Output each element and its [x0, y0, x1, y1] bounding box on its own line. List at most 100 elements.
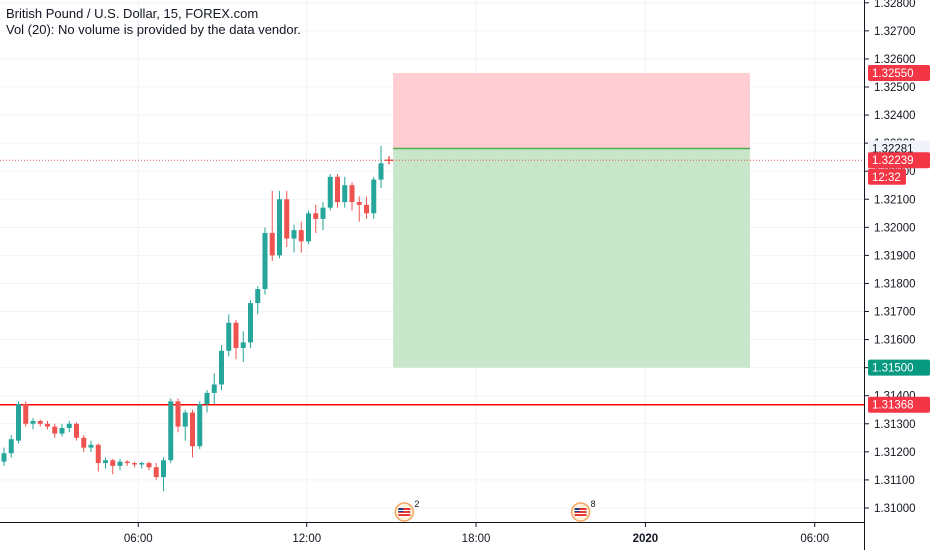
price-badge: 1.32550	[868, 64, 930, 81]
candle	[146, 461, 152, 471]
candle-body	[139, 463, 145, 465]
x-tick-label: 2020	[633, 533, 659, 545]
candle-body	[1, 453, 7, 462]
event-count: 2	[414, 499, 419, 509]
y-tick-label: 1.31100	[874, 475, 915, 487]
candle	[95, 443, 101, 472]
price-badge-label: 1.32550	[872, 68, 914, 80]
x-tick-label: 06:00	[800, 533, 829, 545]
candle-body	[23, 404, 29, 424]
y-tick-label: 1.32700	[874, 26, 916, 38]
candle-body	[364, 204, 369, 214]
candle	[161, 457, 166, 492]
candle-body	[110, 460, 116, 466]
event-count: 8	[591, 499, 596, 509]
candle-body	[182, 412, 188, 427]
candle-body	[248, 303, 253, 343]
candle	[30, 418, 36, 430]
candle	[349, 182, 355, 211]
candle-body	[190, 412, 195, 447]
candle	[306, 210, 311, 245]
candle	[371, 176, 377, 219]
y-tick-label: 1.32600	[874, 54, 916, 66]
candle	[342, 176, 348, 208]
candle-body	[161, 460, 166, 478]
candle	[291, 224, 297, 253]
price-badge-label: 1.32239	[872, 155, 914, 167]
candle	[182, 409, 188, 441]
candle-body	[132, 463, 137, 465]
candle	[1, 447, 7, 466]
price-badge: 12:32	[868, 168, 906, 185]
candle-body	[74, 423, 79, 438]
price-badge-bg	[868, 168, 906, 185]
candle	[233, 319, 239, 360]
candle	[168, 398, 174, 464]
y-tick-label: 1.31600	[874, 335, 916, 347]
candle	[59, 423, 65, 437]
candle-body	[262, 232, 268, 290]
candle	[313, 204, 319, 233]
candle	[117, 458, 123, 471]
candle-body	[298, 230, 304, 242]
candle	[197, 401, 203, 450]
candle	[23, 401, 29, 427]
candle-body	[66, 423, 72, 428]
candle-body	[313, 213, 319, 219]
y-tick-label: 1.32400	[874, 110, 916, 122]
symbol-title[interactable]: British Pound / U.S. Dollar, 15, FOREX.c…	[6, 6, 259, 21]
candle	[219, 345, 224, 391]
time-scale[interactable]: 06:00 12:00 18:00 2020 06:00	[124, 522, 829, 545]
take-profit-zone	[393, 148, 750, 368]
flag-stripes	[398, 508, 411, 516]
price-badge-bg	[868, 64, 930, 81]
candle-body	[320, 207, 326, 219]
candle-body	[146, 463, 152, 468]
candle-body	[197, 404, 203, 447]
y-tick-label: 1.31300	[874, 419, 916, 431]
price-badge: 1.31500	[868, 359, 930, 376]
y-tick-label: 1.32000	[874, 222, 916, 234]
position-tool[interactable]	[393, 72, 750, 368]
candle-body	[168, 401, 174, 461]
candle	[335, 174, 340, 208]
candle-body	[371, 179, 377, 214]
candle	[211, 373, 217, 405]
price-badge: 1.31368	[868, 396, 930, 413]
y-tick-label: 1.31900	[874, 250, 916, 262]
candle	[248, 300, 253, 348]
candle	[298, 221, 304, 253]
candle-body	[30, 420, 36, 424]
price-badge-bg	[868, 359, 930, 376]
candle	[88, 440, 94, 452]
price-badge-bg	[868, 152, 930, 169]
chart-axes	[0, 0, 865, 550]
candle-body	[8, 439, 14, 454]
volume-legend[interactable]: Vol (20): No volume is provided by the d…	[6, 22, 301, 37]
candles	[1, 145, 384, 492]
candle-body	[349, 185, 355, 203]
candle	[356, 196, 362, 222]
candle	[277, 190, 282, 259]
candle	[364, 196, 369, 219]
x-tick-label: 18:00	[462, 533, 491, 545]
price-badge-label: 1.31500	[872, 363, 914, 375]
candle-body	[335, 176, 340, 203]
candle	[110, 458, 116, 475]
candle	[226, 314, 232, 357]
price-badge-label: 12:32	[872, 172, 901, 184]
flag-stripes	[574, 508, 587, 516]
candle	[240, 331, 246, 363]
candle-body	[117, 461, 123, 466]
candle-body	[378, 163, 384, 180]
flag-us-icon[interactable]: 2	[394, 499, 419, 522]
flag-us-icon[interactable]: 8	[570, 499, 596, 522]
candle-body	[124, 461, 130, 464]
candle	[327, 174, 333, 211]
candle	[74, 422, 79, 441]
y-tick-label: 1.32800	[874, 0, 916, 10]
y-tick-label: 1.31000	[874, 503, 916, 515]
candle-body	[59, 427, 65, 434]
